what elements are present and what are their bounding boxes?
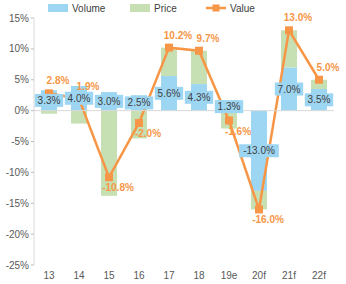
value-label: 13.0% <box>284 12 312 23</box>
zero-line <box>34 110 334 111</box>
x-tick-label: 18 <box>193 270 205 281</box>
value-label: 10.2% <box>164 30 192 41</box>
x-tick-label: 14 <box>73 270 85 281</box>
value-label: -10.8% <box>102 182 134 193</box>
y-tick-label: 10% <box>9 43 29 54</box>
legend-label: Price <box>154 3 177 14</box>
x-tick-label: 17 <box>163 270 175 281</box>
y-tick <box>31 265 34 266</box>
value-line <box>49 30 319 209</box>
volume-label: 4.0% <box>68 93 91 104</box>
volume-label: 3.5% <box>308 94 331 105</box>
y-tick <box>31 203 34 204</box>
volume-label: 3.3% <box>38 95 61 106</box>
x-tick-label: 19e <box>221 270 238 281</box>
marker <box>225 117 233 125</box>
marker <box>105 173 113 181</box>
label-box <box>275 83 303 96</box>
value-label: -2.0% <box>135 128 161 139</box>
label-box <box>185 91 213 104</box>
label-box <box>239 144 279 157</box>
x-tick-label: 16 <box>133 270 145 281</box>
marker <box>195 47 203 55</box>
volume-label: -13.0% <box>243 145 275 156</box>
volume-label: 1.3% <box>218 101 241 112</box>
value-label: -16.0% <box>252 214 284 225</box>
y-tick <box>31 18 34 19</box>
y-tick <box>31 79 34 80</box>
y-tick <box>31 234 34 235</box>
y-tick <box>31 141 34 142</box>
volume-label: 4.3% <box>188 92 211 103</box>
y-tick <box>31 48 34 49</box>
x-tick-label: 15 <box>103 270 115 281</box>
x-tick-label: 13 <box>43 270 55 281</box>
legend-label: Value <box>230 3 255 14</box>
y-tick <box>31 172 34 173</box>
legend-marker <box>213 5 220 12</box>
label-box <box>95 95 123 108</box>
value-label: 2.8% <box>47 75 70 86</box>
y-tick-label: -5% <box>11 136 29 147</box>
volume-label: 3.0% <box>98 96 121 107</box>
legend-swatch <box>48 4 68 12</box>
marker <box>255 205 263 213</box>
marker <box>285 26 293 34</box>
label-box <box>65 92 93 105</box>
label-box <box>35 94 63 107</box>
value-label: 1.9% <box>77 81 100 92</box>
volume-label: 5.6% <box>158 88 181 99</box>
label-box <box>125 96 153 109</box>
value-label: 9.7% <box>197 33 220 44</box>
legend-label: Volume <box>72 3 106 14</box>
label-box <box>155 87 183 100</box>
legend-swatch <box>130 4 150 12</box>
x-tick-label: 20f <box>252 270 266 281</box>
y-tick-label: 5% <box>15 74 30 85</box>
y-tick-label: -15% <box>6 198 29 209</box>
y-tick-label: -20% <box>6 229 29 240</box>
label-box <box>215 100 243 113</box>
volume-label: 7.0% <box>278 84 301 95</box>
plot-area <box>41 26 327 213</box>
x-tick-label: 22f <box>312 270 326 281</box>
value-label: -1.6% <box>225 126 251 137</box>
label-box <box>305 93 333 106</box>
bar <box>191 51 207 84</box>
y-tick-label: 0% <box>15 105 30 116</box>
y-tick <box>31 110 34 111</box>
y-tick-label: 15% <box>9 13 29 24</box>
chart: -25% -20% -15% -10% -5% 0% 5% 10% 15% 3.3% 4.0% 3.0… <box>0 0 346 284</box>
volume-label: 2.5% <box>128 97 151 108</box>
value-label: 5.0% <box>317 62 340 73</box>
marker <box>315 76 323 84</box>
y-tick-label: -25% <box>6 260 29 271</box>
y-tick-label: -10% <box>6 167 29 178</box>
marker <box>135 119 143 127</box>
x-tick-label: 21f <box>282 270 296 281</box>
marker <box>165 44 173 52</box>
